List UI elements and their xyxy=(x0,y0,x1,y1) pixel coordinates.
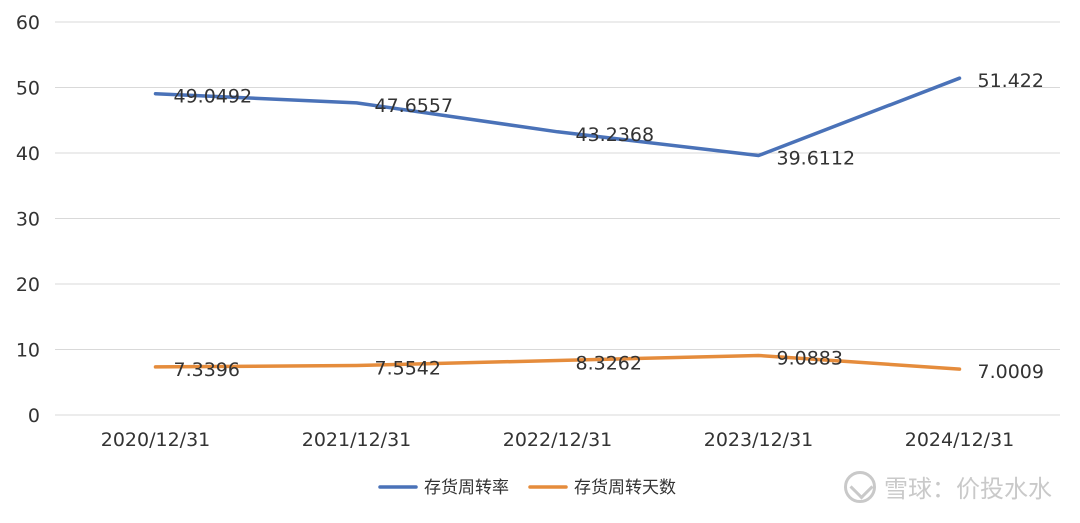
x-tick-label: 2020/12/31 xyxy=(101,429,211,451)
snowball-logo-icon xyxy=(844,470,876,503)
y-tick-label: 10 xyxy=(16,340,40,362)
watermark-text: 雪球：价投水水 xyxy=(884,475,1052,503)
data-label: 8.3262 xyxy=(576,352,642,374)
y-tick-label: 50 xyxy=(16,78,40,100)
legend-label: 存货周转率 xyxy=(424,478,509,498)
series-line-1 xyxy=(153,76,962,158)
data-label: 51.422 xyxy=(978,70,1044,92)
x-tick-label: 2022/12/31 xyxy=(503,429,613,451)
data-label: 7.3396 xyxy=(174,359,240,381)
y-tick-label: 40 xyxy=(16,143,40,165)
x-tick-label: 2021/12/31 xyxy=(302,429,412,451)
y-tick-label: 30 xyxy=(16,209,40,231)
y-tick-label: 20 xyxy=(16,274,40,296)
data-label: 7.0009 xyxy=(978,361,1044,383)
x-tick-label: 2023/12/31 xyxy=(704,429,814,451)
y-tick-label: 60 xyxy=(16,12,40,34)
data-label: 43.2368 xyxy=(576,124,655,146)
data-label: 49.0492 xyxy=(174,86,253,108)
data-label: 47.6557 xyxy=(375,95,454,117)
legend-label: 存货周转天数 xyxy=(574,478,676,498)
series-line-2 xyxy=(153,353,962,371)
data-label: 7.5542 xyxy=(375,358,441,380)
x-tick-label: 2024/12/31 xyxy=(905,429,1015,451)
data-label: 9.0883 xyxy=(777,347,843,369)
y-tick-label: 0 xyxy=(28,405,40,427)
watermark: 雪球：价投水水 xyxy=(844,469,1052,504)
data-label: 39.6112 xyxy=(777,148,856,170)
